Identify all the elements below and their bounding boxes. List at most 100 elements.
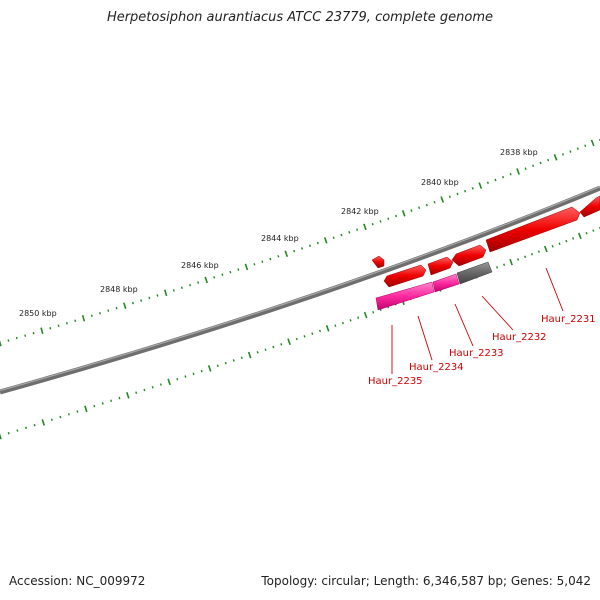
minor-tick [107,309,110,312]
forward-strand-genes [371,195,600,288]
minor-tick [471,187,474,190]
major-tick [363,311,368,319]
minor-tick [57,324,60,327]
minor-tick [372,311,375,314]
major-tick [204,276,208,284]
minor-tick [272,345,275,349]
minor-tick [184,375,187,378]
minor-tick [118,396,121,400]
minor-tick [32,331,35,335]
minor-tick [237,268,240,271]
minor-tick [216,364,219,368]
gene-label-haur-2231: Haur_2231 [541,314,596,325]
minor-tick [74,319,77,322]
minor-tick [76,410,79,413]
accession-text: Accession: NC_009972 [9,574,146,588]
minor-tick [295,337,298,341]
minor-tick [156,294,159,297]
minor-tick [277,255,280,258]
minor-tick [576,147,579,150]
major-tick [325,325,330,332]
minor-tick [547,158,550,162]
major-tick [123,302,127,309]
gene-feature [579,195,600,218]
minor-tick [151,385,154,389]
major-tick [478,182,483,189]
major-tick [509,258,513,266]
scale-label-2840: 2840 kbp [421,178,459,187]
minor-tick [537,250,540,253]
minor-tick [301,247,304,250]
minor-tick [240,356,243,360]
minor-tick [224,361,227,365]
gene-feature [383,264,427,288]
major-tick [577,232,582,240]
minor-tick [418,206,421,210]
minor-tick [592,229,595,232]
minor-tick [341,321,344,325]
minor-tick [496,266,499,269]
minor-tick [49,327,52,330]
minor-tick [176,377,179,381]
minor-tick [448,195,451,199]
major-tick [207,365,212,372]
gene-label-haur-2233: Haur_2233 [449,348,504,359]
scale-label-2846: 2846 kbp [181,261,219,270]
minor-tick [334,324,337,327]
minor-tick [293,249,296,253]
minor-tick [308,244,312,248]
minor-tick [7,339,10,342]
minor-tick [50,418,53,422]
minor-tick [356,228,359,231]
minor-tick [253,263,256,266]
genome-summary-text: Topology: circular; Length: 6,346,587 bp… [261,574,591,588]
scale-label-2850: 2850 kbp [19,309,57,318]
minor-tick [33,423,36,427]
minor-tick [110,399,113,402]
scale-label-2838: 2838 kbp [500,148,538,157]
minor-tick [425,203,428,207]
minor-tick [229,270,232,274]
scale-label-2848: 2848 kbp [100,285,138,294]
minor-tick [456,192,459,196]
minor-tick [65,322,68,325]
major-tick [543,245,548,253]
minor-tick [524,255,527,259]
gene-feature [432,273,460,293]
minor-tick [565,239,568,243]
minor-tick [530,252,534,256]
minor-tick [357,316,360,319]
minor-tick [148,296,151,300]
major-tick [284,250,289,258]
major-tick [126,392,130,399]
minor-tick [99,311,102,315]
minor-tick [561,153,565,156]
minor-tick [318,329,322,333]
minor-tick [256,351,259,354]
minor-tick [269,257,272,261]
major-tick [244,263,249,271]
gene-feature [371,255,385,269]
minor-tick [503,263,506,267]
minor-tick [25,426,28,430]
minor-tick [140,299,143,302]
minor-tick [558,242,561,245]
minor-tick [539,161,542,165]
minor-tick [192,372,195,376]
minor-tick [200,369,203,373]
minor-tick [180,286,183,289]
minor-tick [67,413,70,416]
minor-tick [349,319,352,322]
minor-tick [213,276,216,279]
minor-tick [280,343,283,346]
label-leader-lines [391,267,564,374]
minor-tick [221,273,224,277]
minor-tick [232,359,235,362]
minor-tick [332,236,335,240]
minor-tick [264,348,267,351]
minor-tick [494,178,497,182]
minor-tick [261,260,264,263]
minor-tick [16,429,19,432]
minor-tick [115,306,118,310]
